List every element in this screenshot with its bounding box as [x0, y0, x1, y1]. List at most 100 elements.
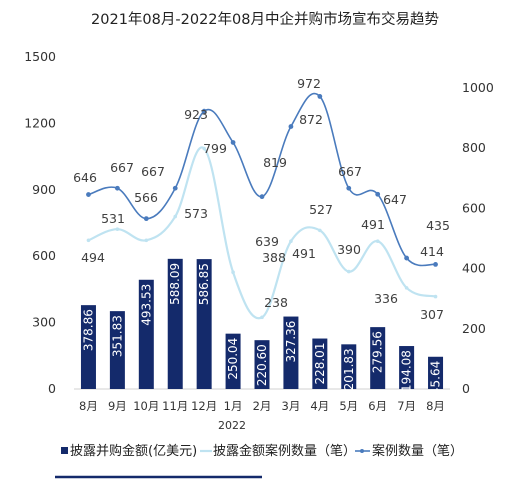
- point-deal-count: [404, 255, 410, 261]
- point-disclosed-count: [173, 214, 178, 219]
- line-label-deal-count: 639: [255, 234, 279, 249]
- y-left-tick-label: 1500: [24, 49, 56, 64]
- line-label-disclosed-count: 491: [361, 217, 385, 232]
- line-label-deal-count: 435: [426, 218, 450, 233]
- bar-value-label: 279.56: [371, 331, 385, 373]
- legend-marker-deal-count: [360, 449, 364, 453]
- line-label-disclosed-count: 799: [203, 141, 227, 156]
- y-left-tick-label: 1200: [24, 115, 56, 130]
- x-tick-label: 3月: [282, 399, 301, 413]
- line-label-deal-count: 667: [141, 164, 165, 179]
- legend-label-deal-count: 案例数量（笔）: [372, 443, 463, 459]
- line-label-deal-count: 667: [110, 160, 134, 175]
- x-tick-label: 11月: [162, 399, 188, 413]
- y-right-tick-label: 200: [462, 321, 486, 336]
- bar-value-label: 145.64: [429, 361, 443, 403]
- y-right-tick-label: 600: [462, 200, 486, 215]
- line-label-disclosed-count: 336: [374, 291, 398, 306]
- line-label-deal-count: 647: [383, 192, 407, 207]
- y-left-tick-label: 0: [48, 381, 56, 396]
- x-tick-label: 1月: [224, 399, 243, 413]
- x-tick-label: 4月: [310, 399, 329, 413]
- bar-value-label: 194.08: [400, 350, 414, 392]
- line-label-disclosed-count: 390: [337, 242, 361, 257]
- x-tick-label: 10月: [133, 399, 159, 413]
- line-label-disclosed-count: 491: [292, 246, 316, 261]
- bar-value-label: 327.36: [284, 321, 298, 363]
- point-deal-count: [259, 194, 265, 200]
- bar-amount: [167, 258, 183, 389]
- line-label-disclosed-count: 238: [264, 295, 288, 310]
- point-disclosed-count: [115, 227, 120, 231]
- legend-label-disclosed-count: 披露金额案例数量（笔）: [213, 443, 356, 459]
- bar-amount: [312, 338, 328, 389]
- line-label-disclosed-count: 573: [184, 206, 208, 221]
- bar-amount: [109, 311, 125, 389]
- point-disclosed-count: [375, 239, 380, 244]
- line-label-disclosed-count: 307: [420, 307, 444, 322]
- point-deal-count: [201, 108, 207, 114]
- chart-title: 2021年08月-2022年08月中企并购市场宣布交易趋势: [91, 10, 439, 28]
- bar-amount: [370, 327, 386, 389]
- bar-amount: [80, 305, 96, 389]
- point-deal-count: [346, 185, 352, 191]
- x-tick-label: 7月: [397, 399, 416, 413]
- point-deal-count: [114, 185, 120, 191]
- point-disclosed-count: [144, 238, 149, 243]
- bar-amount: [399, 346, 415, 389]
- bar-amount: [283, 316, 299, 389]
- point-deal-count: [143, 216, 149, 222]
- x-year-label: 2022: [218, 419, 246, 432]
- bar-value-label: 588.09: [168, 263, 182, 305]
- line-label-disclosed-count: 527: [309, 202, 333, 217]
- point-disclosed-count: [433, 294, 438, 299]
- bar-amount: [196, 259, 212, 389]
- y-right-tick-label: 1000: [462, 80, 494, 95]
- bar-value-label: 493.53: [139, 284, 153, 326]
- bar-amount: [225, 333, 241, 389]
- bar-amount: [428, 356, 444, 389]
- point-disclosed-count: [318, 228, 322, 233]
- point-deal-count: [172, 185, 178, 191]
- point-disclosed-count: [404, 286, 409, 290]
- bar-value-label: 378.86: [81, 309, 95, 351]
- x-tick-label: 5月: [339, 399, 358, 413]
- y-left-tick-label: 300: [32, 315, 56, 330]
- bar-value-label: 586.85: [197, 263, 211, 305]
- line-label-deal-count: 972: [297, 76, 321, 91]
- point-deal-count: [86, 192, 91, 197]
- line-label-deal-count: 667: [338, 164, 362, 179]
- x-tick-label: 8月: [79, 399, 98, 413]
- y-right-tick-label: 0: [462, 381, 470, 396]
- point-deal-count: [288, 124, 294, 129]
- legend-swatch-amount: [61, 447, 68, 454]
- bar-amount: [254, 340, 270, 389]
- y-left-tick-label: 900: [32, 182, 56, 197]
- line-label-deal-count: 872: [299, 112, 323, 127]
- y-left-tick-label: 600: [32, 248, 56, 263]
- x-tick-label: 6月: [368, 399, 387, 413]
- bar-value-label: 201.83: [342, 348, 356, 390]
- point-deal-count: [317, 94, 323, 99]
- point-disclosed-count: [289, 239, 293, 244]
- line-label-deal-count: 923: [184, 107, 208, 122]
- y-right-tick-label: 400: [462, 261, 486, 276]
- bar-value-label: 250.04: [226, 338, 240, 380]
- point-deal-count: [433, 261, 438, 267]
- line-label-deal-count: 414: [420, 244, 444, 259]
- line-disclosed-count: [88, 146, 436, 320]
- point-disclosed-count: [86, 238, 91, 243]
- bar-value-label: 220.60: [255, 344, 269, 386]
- line-label-deal-count: 646: [73, 170, 97, 185]
- line-label-disclosed-count: 388: [262, 250, 286, 265]
- x-tick-label: 2月: [253, 399, 272, 413]
- point-disclosed-count: [346, 269, 351, 274]
- legend-label-amount: 披露并购金额(亿美元): [70, 443, 197, 459]
- point-disclosed-count: [231, 270, 235, 275]
- point-deal-count: [230, 140, 236, 145]
- line-label-deal-count: 819: [263, 155, 287, 170]
- point-deal-count: [375, 191, 381, 197]
- y-right-tick-label: 800: [462, 140, 486, 155]
